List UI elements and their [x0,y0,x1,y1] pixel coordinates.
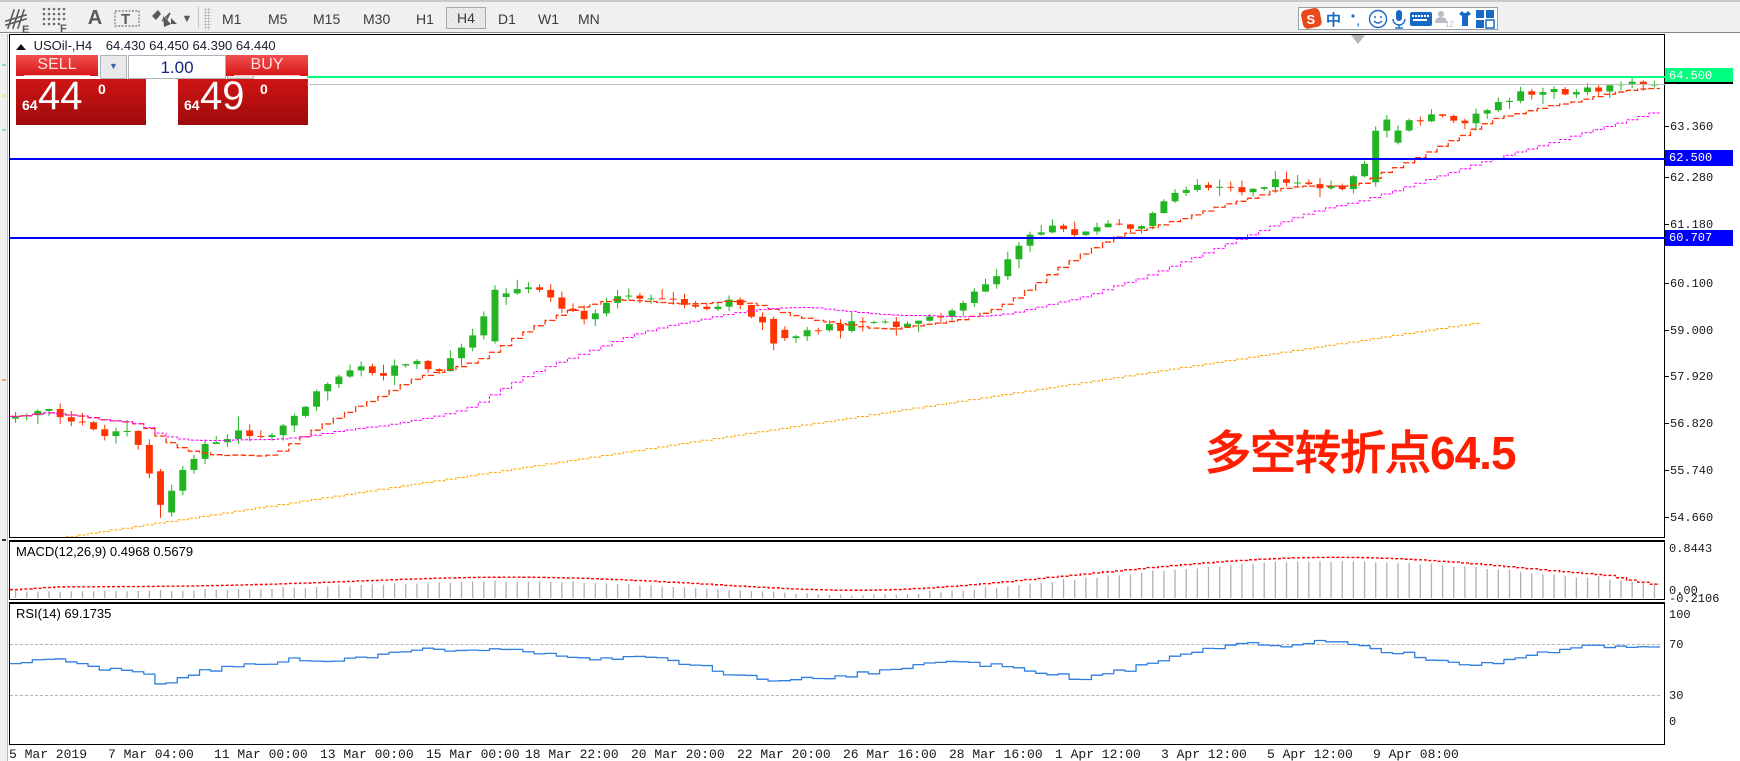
svg-text:12: 12 [1445,20,1454,29]
svg-text:T: T [121,11,130,28]
svg-text:,: , [1356,12,1360,29]
svg-text:中: 中 [1326,11,1341,29]
svg-text:S: S [1307,12,1316,27]
